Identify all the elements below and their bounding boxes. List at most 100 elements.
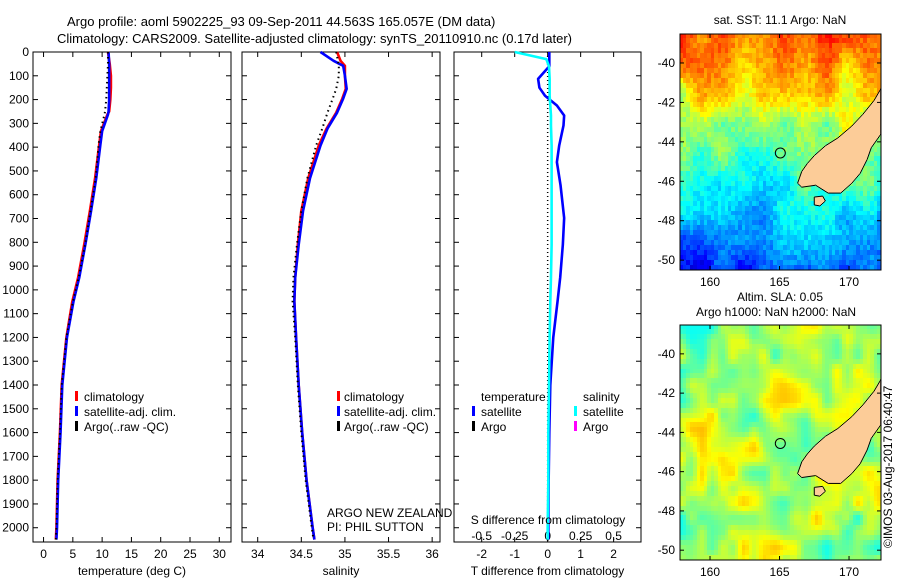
series-line-s-satellite (514, 50, 553, 540)
legend-swatch-t-argo (472, 421, 475, 431)
lat-tick-label: -46 (658, 174, 676, 188)
legend-swatch-s-satellite (574, 406, 577, 416)
temperature-panel: 0100200300400500600700800900100011001200… (2, 45, 232, 578)
sla-map-subtitle: Argo h1000: NaN h2000: NaN (696, 305, 856, 319)
y-tick-label: 1100 (3, 307, 29, 321)
lat-tick-label: -50 (658, 543, 676, 557)
series-line-satellite-adj-clim- (55, 51, 111, 540)
lon-tick-label: 165 (770, 565, 790, 579)
sla-map-title: Altim. SLA: 0.05 (737, 290, 823, 304)
x-tick-label: -2 (476, 547, 487, 561)
y-tick-label: 1200 (2, 330, 29, 344)
lon-tick-label: 160 (700, 275, 720, 289)
lon-tick-label: 165 (770, 275, 790, 289)
lat-tick-label: -44 (658, 135, 676, 149)
legend-label: satellite-adj. clim. (84, 405, 176, 419)
legend-label: satellite-adj. clim. (344, 405, 436, 419)
s-difference-axis-label: S difference from climatology (471, 513, 626, 527)
x-axis-label: T difference from climatology (471, 564, 625, 578)
legend-label: Argo(..raw -QC) (84, 420, 169, 434)
legend-swatch-t-satellite (472, 406, 475, 416)
lat-tick-label: -42 (658, 95, 676, 109)
series-line-satellite-adj-clim- (293, 50, 348, 540)
y-tick-label: 1600 (2, 426, 29, 440)
y-tick-label: 500 (9, 164, 29, 178)
legend-swatch-satellite (337, 406, 340, 416)
map-frame (679, 33, 882, 271)
y-tick-label: 100 (9, 69, 29, 83)
y-tick-label: 300 (9, 116, 29, 130)
y-tick-label: 400 (9, 140, 29, 154)
salinity-legend: climatology satellite-adj. clim. Argo(..… (337, 390, 436, 434)
x-tick-label: 25 (183, 547, 197, 561)
temperature-legend: climatology satellite-adj. clim. Argo(..… (75, 390, 176, 434)
x-tick-label: 0 (40, 547, 47, 561)
map-frame (679, 324, 882, 561)
legend-label: climatology (84, 390, 144, 404)
legend-swatch-argo (75, 421, 78, 431)
lat-tick-label: -42 (658, 386, 676, 400)
x-tick-label: 34.5 (290, 547, 314, 561)
sst-map-title: sat. SST: 11.1 Argo: NaN (714, 13, 847, 27)
legend-swatch-argo (337, 421, 340, 431)
lat-tick-label: -48 (658, 214, 676, 228)
x-tick-label: 20 (154, 547, 168, 561)
legend-header-salinity: salinity (583, 390, 620, 404)
y-tick-label: 1400 (2, 378, 29, 392)
lat-tick-label: -50 (658, 253, 676, 267)
x-axis-label: temperature (deg C) (78, 564, 186, 578)
x-tick-label: 0 (544, 547, 551, 561)
sla-map-axes: 160 165 170 -40 -42 -44 -46 -48 -50 (658, 324, 882, 579)
sst-map-image (680, 34, 881, 270)
y-tick-label: 700 (9, 212, 29, 226)
x-tick-label: 5 (69, 547, 76, 561)
legend-swatch-s-argo (574, 421, 577, 431)
y-tick-label: 1900 (2, 497, 29, 511)
lon-tick-label: 170 (839, 275, 859, 289)
lat-tick-label: -44 (658, 425, 676, 439)
s-tick-label: 0.5 (605, 529, 622, 543)
x-tick-label: 15 (125, 547, 139, 561)
plot-area (241, 51, 441, 543)
x-tick-label: 1 (577, 547, 584, 561)
salinity-panel: 34 34.5 35 35.5 36 salinity (241, 50, 441, 578)
legend-label: climatology (344, 390, 404, 404)
x-tick-label: 35 (338, 547, 352, 561)
lon-tick-label: 160 (700, 565, 720, 579)
credit-label: ©IMOS 03-Aug-2017 06:40:47 (881, 385, 895, 548)
x-tick-label: 2 (610, 547, 617, 561)
difference-legend: temperature salinity satellite Argo sate… (472, 390, 624, 434)
y-tick-label: 1000 (2, 283, 29, 297)
y-tick-label: 1300 (2, 354, 29, 368)
series-line-argo-raw-qc- (291, 51, 340, 540)
s-tick-label: 0.25 (569, 529, 593, 543)
float-position-marker (774, 437, 786, 449)
lat-tick-label: -48 (658, 504, 676, 518)
s-tick-label: -0.5 (471, 529, 492, 543)
x-tick-label: 30 (213, 547, 227, 561)
program-label: ARGO NEW ZEALAND (327, 506, 453, 520)
legend-header-temperature: temperature (481, 390, 546, 404)
legend-label: Argo (583, 420, 609, 434)
y-tick-label: 200 (9, 93, 29, 107)
sst-map-axes: 160 165 170 -40 -42 -44 -46 -48 -50 (658, 33, 882, 289)
x-tick-label: 10 (95, 547, 109, 561)
y-tick-label: 800 (9, 235, 29, 249)
y-tick-label: 0 (22, 45, 29, 59)
legend-swatch-climatology (75, 391, 78, 401)
lat-tick-label: -40 (658, 56, 676, 70)
y-tick-label: 1700 (2, 449, 29, 463)
pi-label: PI: PHIL SUTTON (327, 520, 424, 534)
legend-swatch-satellite (75, 406, 78, 416)
y-tick-label: 600 (9, 188, 29, 202)
sla-map-image (680, 325, 881, 560)
legend-label: satellite (583, 405, 624, 419)
legend-label: Argo (481, 420, 507, 434)
legend-swatch-climatology (337, 391, 340, 401)
x-tick-label: 35.5 (377, 547, 401, 561)
y-tick-label: 900 (9, 259, 29, 273)
legend-label: Argo(..raw -QC) (344, 420, 429, 434)
y-tick-label: 1800 (2, 473, 29, 487)
figure-title-line2: Climatology: CARS2009. Satellite-adjuste… (57, 31, 572, 46)
